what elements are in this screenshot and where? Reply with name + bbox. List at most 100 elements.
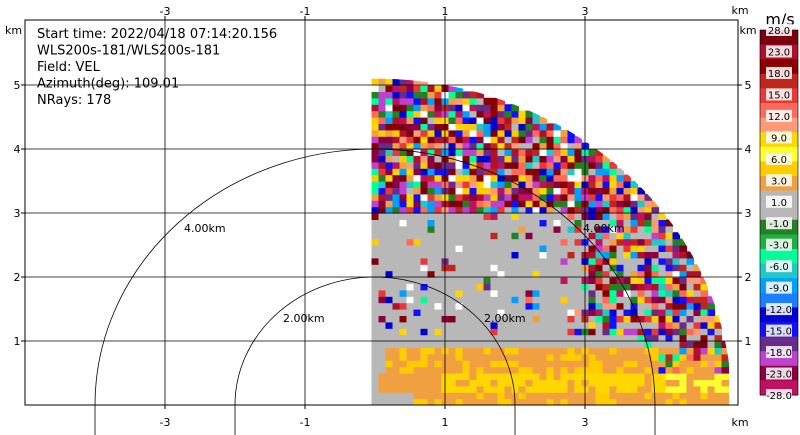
velocity-cell xyxy=(371,353,380,361)
velocity-cell xyxy=(476,187,485,195)
velocity-cell xyxy=(532,206,541,214)
velocity-cell xyxy=(511,296,520,304)
velocity-cell xyxy=(532,213,541,220)
velocity-cell xyxy=(462,309,471,316)
velocity-cell xyxy=(392,110,401,118)
velocity-cell xyxy=(455,232,464,240)
velocity-cell xyxy=(644,334,653,342)
velocity-cell xyxy=(462,321,471,329)
velocity-cell xyxy=(651,277,660,284)
velocity-cell xyxy=(483,123,492,131)
velocity-cell xyxy=(630,193,639,201)
velocity-cell xyxy=(434,181,443,188)
velocity-cell xyxy=(385,392,394,400)
velocity-cell xyxy=(553,347,562,355)
velocity-cell xyxy=(413,347,422,355)
velocity-cell xyxy=(371,315,380,323)
velocity-cell xyxy=(497,200,506,208)
velocity-cell xyxy=(567,174,576,182)
velocity-cell xyxy=(427,149,436,156)
velocity-cell xyxy=(567,315,576,323)
velocity-cell xyxy=(392,168,401,176)
velocity-cell xyxy=(434,213,443,220)
velocity-cell xyxy=(490,309,499,316)
colorbar-label: -3.0 xyxy=(769,241,789,252)
velocity-cell xyxy=(595,232,604,240)
velocity-cell xyxy=(413,238,422,246)
velocity-cell xyxy=(616,321,625,329)
velocity-cell xyxy=(651,341,660,348)
velocity-cell xyxy=(434,366,443,374)
velocity-cell xyxy=(539,117,548,124)
velocity-cell xyxy=(679,283,688,291)
velocity-cell xyxy=(371,232,380,240)
velocity-cell xyxy=(525,347,534,355)
velocity-cell xyxy=(567,206,576,214)
velocity-cell xyxy=(413,315,422,323)
velocity-cell xyxy=(602,270,611,278)
velocity-cell xyxy=(378,110,387,118)
velocity-cell xyxy=(413,149,422,156)
velocity-cell xyxy=(553,392,562,400)
velocity-cell xyxy=(399,334,408,342)
velocity-cell xyxy=(420,302,429,310)
velocity-cell xyxy=(434,136,443,144)
velocity-cell xyxy=(413,200,422,208)
velocity-cell xyxy=(448,264,457,272)
velocity-cell xyxy=(483,360,492,368)
velocity-cell xyxy=(399,347,408,355)
velocity-cell xyxy=(476,213,485,220)
velocity-cell xyxy=(483,110,492,118)
velocity-cell xyxy=(511,360,520,368)
velocity-cell xyxy=(560,392,569,400)
y-tick-label-left: 3 xyxy=(14,207,21,220)
velocity-cell xyxy=(455,104,464,112)
velocity-cell xyxy=(700,353,709,361)
velocity-cell xyxy=(588,155,597,163)
velocity-cell xyxy=(518,315,527,323)
velocity-cell xyxy=(504,110,513,118)
velocity-cell xyxy=(413,321,422,329)
colorbar-label-bg xyxy=(766,66,792,79)
velocity-cell xyxy=(518,270,527,278)
velocity-cell xyxy=(574,270,583,278)
velocity-cell xyxy=(574,149,583,156)
velocity-cell xyxy=(399,168,408,176)
velocity-cell xyxy=(686,321,695,329)
velocity-cell xyxy=(665,328,674,336)
velocity-cell xyxy=(532,110,541,118)
velocity-cell xyxy=(567,245,576,252)
velocity-cell xyxy=(385,315,394,323)
velocity-cell xyxy=(658,219,667,227)
velocity-cell xyxy=(420,193,429,201)
velocity-cell xyxy=(399,129,408,137)
velocity-cell xyxy=(714,321,723,329)
velocity-cell xyxy=(693,341,702,348)
velocity-cell xyxy=(413,289,422,297)
velocity-cell xyxy=(672,270,681,278)
velocity-cell xyxy=(518,219,527,227)
velocity-cell xyxy=(455,270,464,278)
velocity-cell xyxy=(455,206,464,214)
velocity-cell xyxy=(539,225,548,233)
velocity-cell xyxy=(546,155,555,163)
velocity-cell xyxy=(371,142,380,150)
velocity-cell xyxy=(378,168,387,176)
velocity-cell xyxy=(567,360,576,368)
velocity-cell xyxy=(518,213,527,220)
velocity-cell xyxy=(385,379,394,387)
velocity-cell xyxy=(560,328,569,336)
velocity-cell xyxy=(371,360,380,368)
velocity-cell xyxy=(609,193,618,201)
velocity-cell xyxy=(546,136,555,144)
velocity-cell xyxy=(434,328,443,336)
velocity-cell xyxy=(616,309,625,316)
velocity-cell xyxy=(574,392,583,400)
velocity-cell xyxy=(462,206,471,214)
velocity-cell xyxy=(420,174,429,182)
velocity-cell xyxy=(385,373,394,380)
velocity-cell xyxy=(700,283,709,291)
velocity-cell xyxy=(560,149,569,156)
velocity-cell xyxy=(623,302,632,310)
velocity-cell xyxy=(532,366,541,374)
